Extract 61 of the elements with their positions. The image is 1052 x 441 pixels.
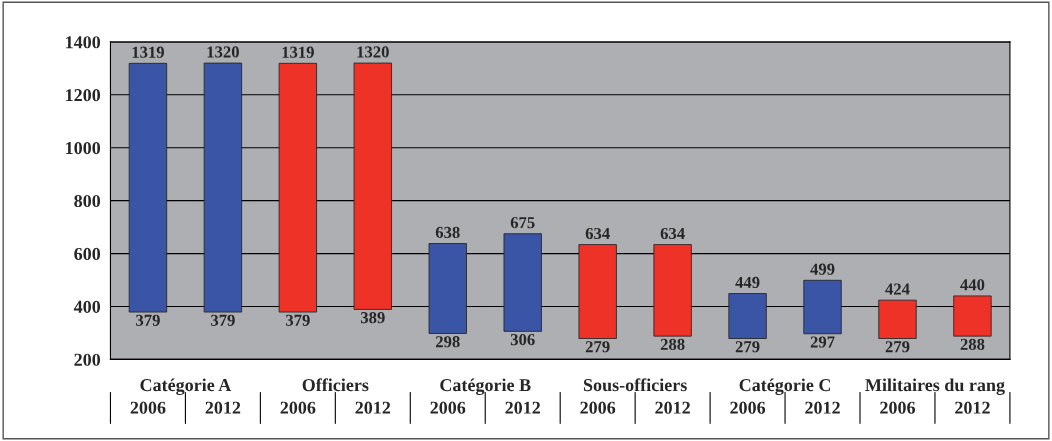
x-tick-label: 2012 — [205, 401, 241, 414]
annotation: 279 — [735, 341, 760, 353]
x-tick-label: 2006 — [430, 401, 466, 414]
data-label: 634 — [585, 227, 610, 240]
x-tick-label: 2006 — [130, 401, 166, 414]
data-label: 634 — [660, 227, 685, 240]
x-tick-label: 2012 — [655, 401, 690, 414]
bar — [878, 299, 917, 339]
x-tick-label: 2012 — [955, 401, 990, 414]
bar — [578, 244, 617, 339]
data-label: 675 — [510, 217, 535, 229]
text: Catégorie A — [140, 378, 232, 395]
annotation: 297 — [810, 336, 835, 348]
data-label: 424 — [885, 283, 910, 295]
annotation: 279 — [585, 341, 610, 353]
data-label: 449 — [735, 276, 760, 289]
bar — [428, 243, 467, 334]
data-label: 1319 — [282, 46, 314, 58]
bar — [278, 62, 318, 313]
bar — [653, 244, 692, 337]
y-tick-label: 800 — [74, 194, 101, 208]
data-label: 1319 — [132, 46, 164, 58]
annotation: 288 — [660, 338, 685, 350]
bar — [503, 233, 542, 332]
y-tick-label: 200 — [74, 353, 101, 366]
data-label: 1320 — [207, 46, 239, 58]
bar — [728, 293, 767, 339]
text: Catégorie C — [739, 378, 831, 395]
x-tick-label: 2012 — [505, 401, 540, 414]
y-tick-label: 1200 — [66, 89, 101, 102]
bar — [203, 62, 243, 313]
text: Officiers — [302, 378, 369, 392]
data-label: 1320 — [357, 46, 389, 58]
y-tick-label: 1000 — [66, 141, 101, 155]
data-label: 638 — [435, 226, 460, 239]
annotation: 379 — [211, 314, 235, 326]
annotation: 306 — [510, 333, 535, 346]
annotation: 379 — [136, 314, 160, 326]
x-tick-label: 2006 — [880, 401, 916, 414]
text: Militaires du rang — [865, 378, 1005, 395]
annotation: 379 — [285, 314, 310, 326]
annotation: 279 — [885, 341, 910, 353]
x-tick-label: 2012 — [805, 401, 840, 414]
bar — [803, 279, 842, 335]
bar — [128, 62, 168, 313]
data-label: 499 — [810, 263, 835, 275]
x-tick-label: 2006 — [280, 401, 316, 414]
annotation: 389 — [360, 312, 385, 324]
annotation: 288 — [960, 338, 985, 350]
x-tick-label: 2006 — [580, 401, 616, 414]
x-tick-label: 2006 — [730, 401, 766, 414]
y-tick-label: 400 — [73, 300, 101, 313]
y-tick-label: 600 — [74, 247, 101, 261]
data-label: 440 — [960, 279, 985, 291]
text: Sous-officiers — [583, 378, 687, 392]
y-tick-label: 1400 — [66, 36, 101, 49]
bar — [953, 295, 992, 337]
x-tick-label: 2012 — [355, 401, 391, 414]
bar — [353, 62, 392, 310]
annotation: 298 — [435, 336, 460, 348]
text: Catégorie B — [440, 378, 531, 395]
